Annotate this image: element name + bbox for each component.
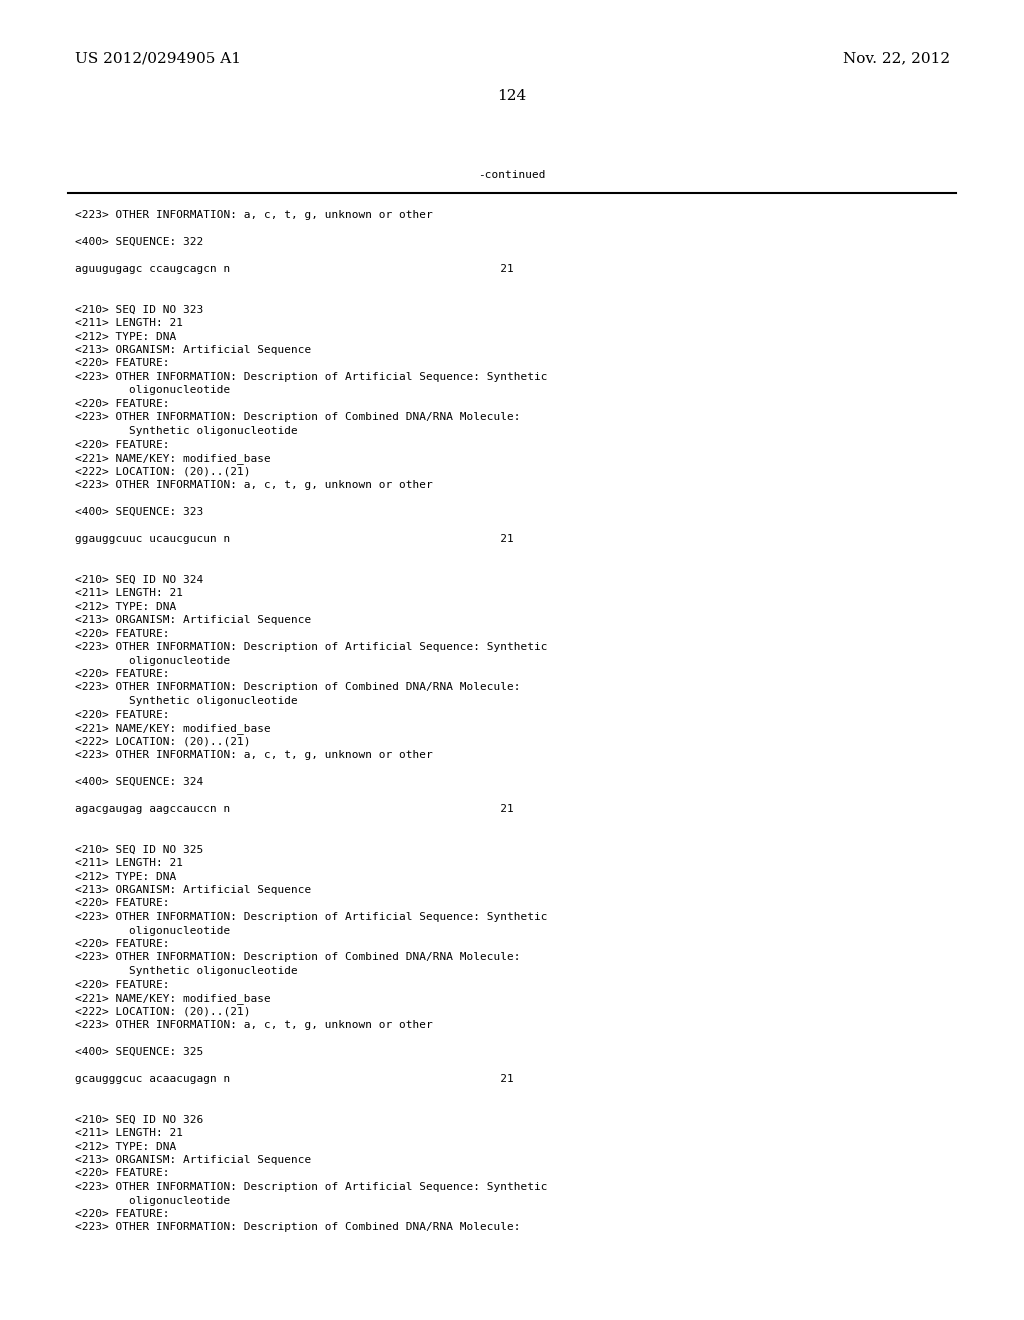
Text: <211> LENGTH: 21: <211> LENGTH: 21 bbox=[75, 587, 183, 598]
Text: Nov. 22, 2012: Nov. 22, 2012 bbox=[843, 51, 950, 65]
Text: <220> FEATURE:: <220> FEATURE: bbox=[75, 399, 170, 409]
Text: <220> FEATURE:: <220> FEATURE: bbox=[75, 1168, 170, 1179]
Text: ggauggcuuc ucaucgucun n                                        21: ggauggcuuc ucaucgucun n 21 bbox=[75, 535, 514, 544]
Text: oligonucleotide: oligonucleotide bbox=[75, 1196, 230, 1205]
Text: <213> ORGANISM: Artificial Sequence: <213> ORGANISM: Artificial Sequence bbox=[75, 615, 311, 624]
Text: <220> FEATURE:: <220> FEATURE: bbox=[75, 628, 170, 639]
Text: <220> FEATURE:: <220> FEATURE: bbox=[75, 669, 170, 678]
Text: <211> LENGTH: 21: <211> LENGTH: 21 bbox=[75, 1129, 183, 1138]
Text: <400> SEQUENCE: 325: <400> SEQUENCE: 325 bbox=[75, 1047, 203, 1057]
Text: <223> OTHER INFORMATION: a, c, t, g, unknown or other: <223> OTHER INFORMATION: a, c, t, g, unk… bbox=[75, 480, 433, 490]
Text: <212> TYPE: DNA: <212> TYPE: DNA bbox=[75, 871, 176, 882]
Text: <220> FEATURE:: <220> FEATURE: bbox=[75, 359, 170, 368]
Text: <211> LENGTH: 21: <211> LENGTH: 21 bbox=[75, 858, 183, 869]
Text: <223> OTHER INFORMATION: a, c, t, g, unknown or other: <223> OTHER INFORMATION: a, c, t, g, unk… bbox=[75, 750, 433, 760]
Text: <220> FEATURE:: <220> FEATURE: bbox=[75, 440, 170, 450]
Text: Synthetic oligonucleotide: Synthetic oligonucleotide bbox=[75, 966, 298, 975]
Text: <220> FEATURE:: <220> FEATURE: bbox=[75, 979, 170, 990]
Text: gcaugggcuc acaacugagn n                                        21: gcaugggcuc acaacugagn n 21 bbox=[75, 1074, 514, 1084]
Text: <213> ORGANISM: Artificial Sequence: <213> ORGANISM: Artificial Sequence bbox=[75, 1155, 311, 1166]
Text: US 2012/0294905 A1: US 2012/0294905 A1 bbox=[75, 51, 241, 65]
Text: <221> NAME/KEY: modified_base: <221> NAME/KEY: modified_base bbox=[75, 723, 270, 734]
Text: <221> NAME/KEY: modified_base: <221> NAME/KEY: modified_base bbox=[75, 993, 270, 1005]
Text: <223> OTHER INFORMATION: Description of Artificial Sequence: Synthetic: <223> OTHER INFORMATION: Description of … bbox=[75, 642, 548, 652]
Text: <212> TYPE: DNA: <212> TYPE: DNA bbox=[75, 331, 176, 342]
Text: oligonucleotide: oligonucleotide bbox=[75, 925, 230, 936]
Text: <223> OTHER INFORMATION: Description of Combined DNA/RNA Molecule:: <223> OTHER INFORMATION: Description of … bbox=[75, 1222, 520, 1233]
Text: <220> FEATURE:: <220> FEATURE: bbox=[75, 899, 170, 908]
Text: agacgaugag aagccauccn n                                        21: agacgaugag aagccauccn n 21 bbox=[75, 804, 514, 814]
Text: <223> OTHER INFORMATION: Description of Combined DNA/RNA Molecule:: <223> OTHER INFORMATION: Description of … bbox=[75, 412, 520, 422]
Text: <400> SEQUENCE: 324: <400> SEQUENCE: 324 bbox=[75, 777, 203, 787]
Text: <213> ORGANISM: Artificial Sequence: <213> ORGANISM: Artificial Sequence bbox=[75, 345, 311, 355]
Text: <223> OTHER INFORMATION: Description of Artificial Sequence: Synthetic: <223> OTHER INFORMATION: Description of … bbox=[75, 372, 548, 381]
Text: <221> NAME/KEY: modified_base: <221> NAME/KEY: modified_base bbox=[75, 453, 270, 463]
Text: Synthetic oligonucleotide: Synthetic oligonucleotide bbox=[75, 426, 298, 436]
Text: Synthetic oligonucleotide: Synthetic oligonucleotide bbox=[75, 696, 298, 706]
Text: <223> OTHER INFORMATION: a, c, t, g, unknown or other: <223> OTHER INFORMATION: a, c, t, g, unk… bbox=[75, 210, 433, 220]
Text: <223> OTHER INFORMATION: Description of Combined DNA/RNA Molecule:: <223> OTHER INFORMATION: Description of … bbox=[75, 682, 520, 693]
Text: <220> FEATURE:: <220> FEATURE: bbox=[75, 710, 170, 719]
Text: <223> OTHER INFORMATION: Description of Combined DNA/RNA Molecule:: <223> OTHER INFORMATION: Description of … bbox=[75, 953, 520, 962]
Text: <210> SEQ ID NO 323: <210> SEQ ID NO 323 bbox=[75, 305, 203, 314]
Text: <212> TYPE: DNA: <212> TYPE: DNA bbox=[75, 1142, 176, 1151]
Text: <213> ORGANISM: Artificial Sequence: <213> ORGANISM: Artificial Sequence bbox=[75, 884, 311, 895]
Text: <223> OTHER INFORMATION: Description of Artificial Sequence: Synthetic: <223> OTHER INFORMATION: Description of … bbox=[75, 1181, 548, 1192]
Text: <211> LENGTH: 21: <211> LENGTH: 21 bbox=[75, 318, 183, 327]
Text: <400> SEQUENCE: 322: <400> SEQUENCE: 322 bbox=[75, 238, 203, 247]
Text: <222> LOCATION: (20)..(21): <222> LOCATION: (20)..(21) bbox=[75, 1006, 251, 1016]
Text: <210> SEQ ID NO 325: <210> SEQ ID NO 325 bbox=[75, 845, 203, 854]
Text: 124: 124 bbox=[498, 88, 526, 103]
Text: <210> SEQ ID NO 326: <210> SEQ ID NO 326 bbox=[75, 1114, 203, 1125]
Text: <223> OTHER INFORMATION: a, c, t, g, unknown or other: <223> OTHER INFORMATION: a, c, t, g, unk… bbox=[75, 1020, 433, 1030]
Text: <400> SEQUENCE: 323: <400> SEQUENCE: 323 bbox=[75, 507, 203, 517]
Text: <212> TYPE: DNA: <212> TYPE: DNA bbox=[75, 602, 176, 611]
Text: <220> FEATURE:: <220> FEATURE: bbox=[75, 1209, 170, 1218]
Text: oligonucleotide: oligonucleotide bbox=[75, 656, 230, 665]
Text: <210> SEQ ID NO 324: <210> SEQ ID NO 324 bbox=[75, 574, 203, 585]
Text: aguugugagc ccaugcagcn n                                        21: aguugugagc ccaugcagcn n 21 bbox=[75, 264, 514, 275]
Text: <222> LOCATION: (20)..(21): <222> LOCATION: (20)..(21) bbox=[75, 737, 251, 747]
Text: <220> FEATURE:: <220> FEATURE: bbox=[75, 939, 170, 949]
Text: <222> LOCATION: (20)..(21): <222> LOCATION: (20)..(21) bbox=[75, 466, 251, 477]
Text: <223> OTHER INFORMATION: Description of Artificial Sequence: Synthetic: <223> OTHER INFORMATION: Description of … bbox=[75, 912, 548, 921]
Text: oligonucleotide: oligonucleotide bbox=[75, 385, 230, 396]
Text: -continued: -continued bbox=[478, 170, 546, 180]
